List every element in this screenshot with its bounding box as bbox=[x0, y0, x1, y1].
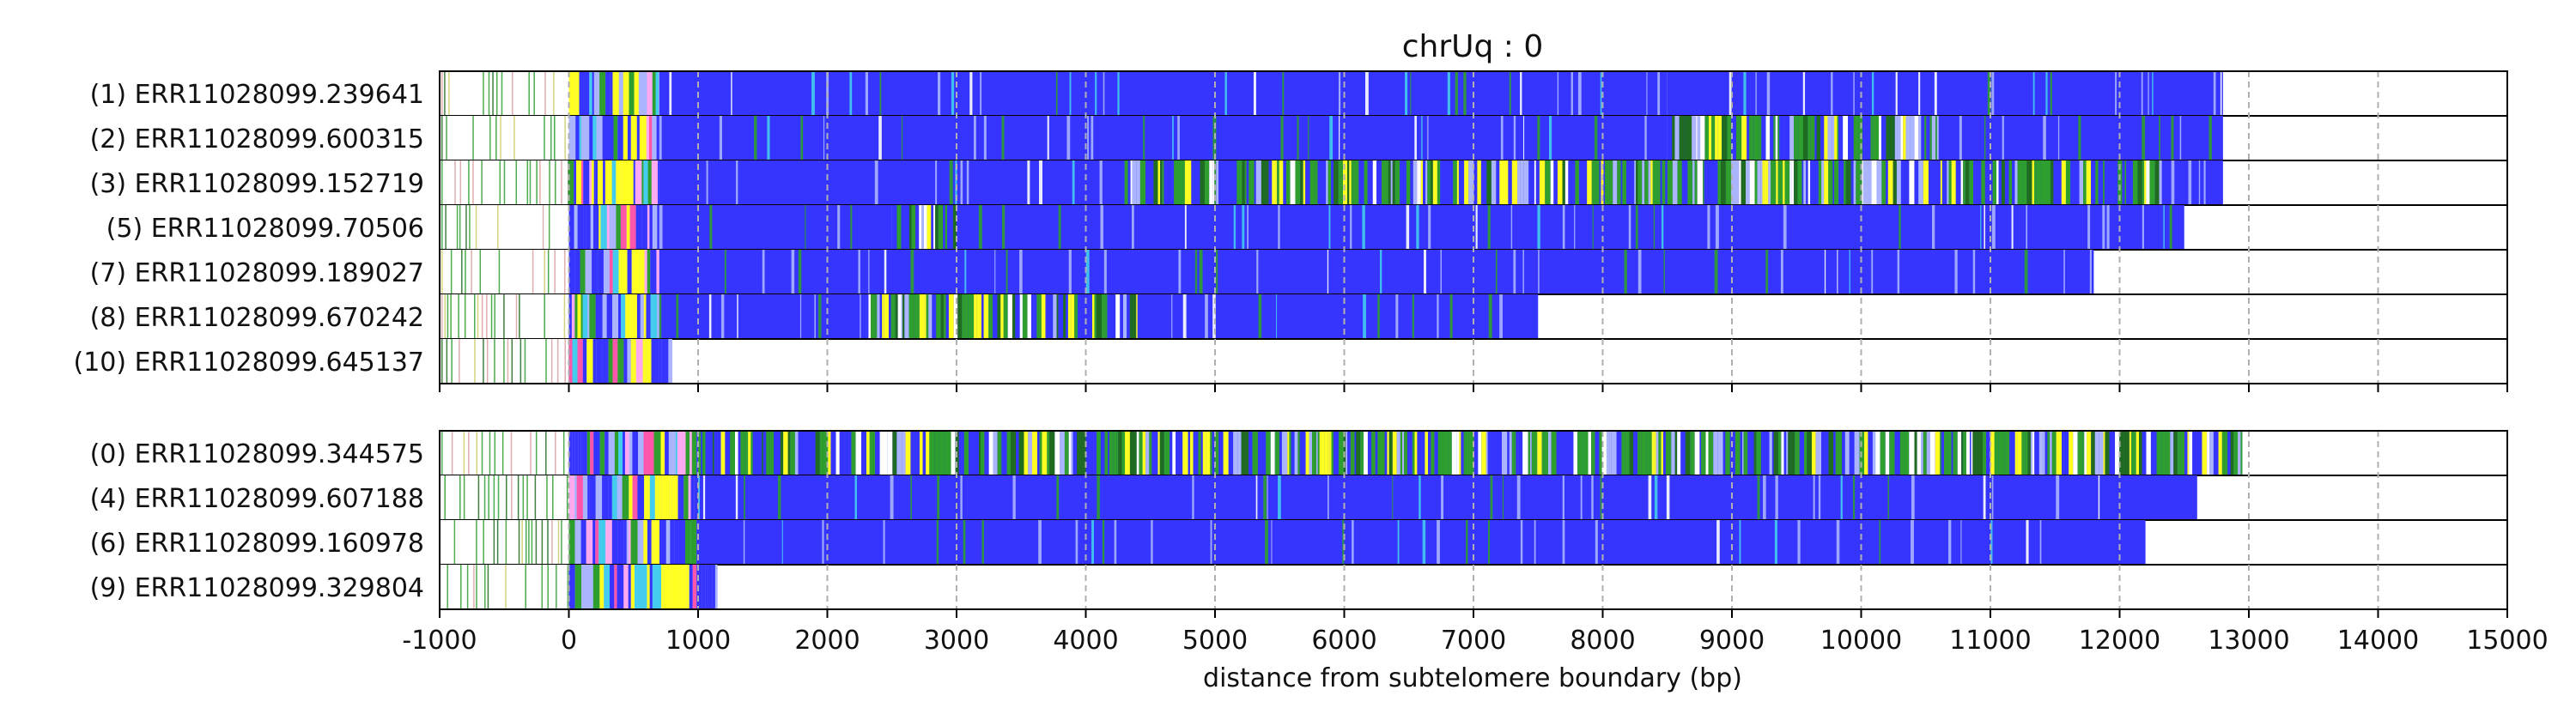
read-segment bbox=[659, 116, 1668, 160]
read-segment bbox=[440, 339, 570, 384]
read-segment bbox=[698, 520, 2146, 565]
read-row: (6) ERR11028099.160978 bbox=[90, 520, 2507, 566]
read-segment bbox=[568, 520, 698, 565]
read-segment bbox=[659, 160, 1125, 205]
read-row: (10) ERR11028099.645137 bbox=[73, 339, 2507, 384]
read-segment bbox=[440, 205, 569, 250]
read-label: (1) ERR11028099.239641 bbox=[90, 80, 424, 110]
tick-label: 15000 bbox=[2466, 626, 2548, 656]
read-segment bbox=[568, 160, 659, 205]
read-segment bbox=[891, 205, 957, 250]
panel-1: (0) ERR11028099.344575 (4) ERR11028099.60… bbox=[90, 430, 2508, 610]
read-row: (1) ERR11028099.239641 bbox=[90, 71, 2507, 117]
read-segment bbox=[2171, 160, 2223, 205]
read-segment bbox=[1938, 116, 2223, 160]
read-label: (5) ERR11028099.70506 bbox=[106, 214, 424, 244]
read-segment bbox=[659, 71, 1668, 116]
read-segment bbox=[568, 294, 659, 339]
tick-label: 7000 bbox=[1441, 626, 1506, 656]
tick-label: -1000 bbox=[402, 626, 477, 656]
read-segment bbox=[568, 250, 659, 294]
read-segment bbox=[698, 475, 2197, 520]
tick-label: 1000 bbox=[665, 626, 731, 656]
read-segment bbox=[1124, 160, 2172, 205]
read-segment bbox=[568, 339, 672, 384]
read-row: (5) ERR11028099.70506 bbox=[106, 205, 2507, 251]
read-segment bbox=[1667, 71, 2223, 116]
read-label: (9) ERR11028099.329804 bbox=[90, 573, 424, 603]
tick-label: 13000 bbox=[2208, 626, 2289, 656]
read-segment bbox=[440, 431, 569, 475]
read-row: (2) ERR11028099.600315 bbox=[90, 116, 2507, 161]
tick-label: 2000 bbox=[794, 626, 860, 656]
read-label: (3) ERR11028099.152719 bbox=[90, 169, 424, 199]
read-segment bbox=[698, 431, 2243, 475]
tick-label: 4000 bbox=[1053, 626, 1118, 656]
tick-label: 11000 bbox=[1949, 626, 2031, 656]
read-row: (9) ERR11028099.329804 bbox=[90, 565, 2507, 610]
tick-label: 10000 bbox=[1820, 626, 1902, 656]
panels: (1) ERR11028099.239641 (2) ERR11028099.60… bbox=[73, 70, 2508, 610]
tick-label: 6000 bbox=[1311, 626, 1376, 656]
read-row: (7) ERR11028099.189027 bbox=[90, 250, 2507, 295]
read-segment bbox=[568, 116, 659, 160]
read-segment bbox=[568, 565, 718, 609]
read-segment bbox=[440, 520, 569, 565]
tick-label: 8000 bbox=[1570, 626, 1635, 656]
read-label: (0) ERR11028099.344575 bbox=[90, 439, 424, 469]
read-segment bbox=[659, 205, 892, 250]
tick-label: 14000 bbox=[2337, 626, 2419, 656]
read-segment bbox=[440, 71, 569, 116]
chart-title: chrUq : 0 bbox=[1402, 29, 1544, 64]
read-segment bbox=[440, 565, 569, 609]
panel-0: (1) ERR11028099.239641 (2) ERR11028099.60… bbox=[73, 70, 2508, 384]
tick-label: 3000 bbox=[924, 626, 989, 656]
read-segment bbox=[568, 71, 659, 116]
read-row: (0) ERR11028099.344575 bbox=[90, 431, 2507, 476]
x-axis: -1000 0 1000 2000 3000 4000 5000 6000 7000 8000 90… bbox=[402, 384, 2549, 656]
read-row: (3) ERR11028099.152719 bbox=[90, 160, 2507, 206]
read-label: (2) ERR11028099.600315 bbox=[90, 124, 424, 154]
tick-label: 5000 bbox=[1182, 626, 1248, 656]
read-segment bbox=[866, 294, 1138, 339]
tick-label: 12000 bbox=[2079, 626, 2160, 656]
read-label: (6) ERR11028099.160978 bbox=[90, 529, 424, 559]
read-label: (10) ERR11028099.645137 bbox=[73, 348, 424, 378]
x-axis-label: distance from subtelomere boundary (bp) bbox=[1203, 663, 1742, 693]
read-segment bbox=[440, 250, 569, 294]
read-segment bbox=[1137, 294, 1539, 339]
read-segment bbox=[568, 205, 659, 250]
read-segment bbox=[1667, 116, 1939, 160]
read-label: (8) ERR11028099.670242 bbox=[90, 303, 424, 333]
read-segment bbox=[440, 475, 569, 520]
read-segment bbox=[659, 250, 2094, 294]
read-segment bbox=[568, 431, 698, 475]
read-segment bbox=[568, 475, 698, 520]
read-segment bbox=[440, 160, 569, 205]
tick-label: 9000 bbox=[1699, 626, 1765, 656]
read-segment bbox=[440, 294, 569, 339]
read-row: (4) ERR11028099.607188 bbox=[90, 475, 2507, 521]
read-label: (4) ERR11028099.607188 bbox=[90, 484, 424, 514]
tick-label: 0 bbox=[561, 626, 577, 656]
read-segment bbox=[659, 294, 866, 339]
read-label: (7) ERR11028099.189027 bbox=[90, 258, 424, 288]
read-segment bbox=[957, 205, 2184, 250]
read-segment bbox=[440, 116, 569, 160]
read-row: (8) ERR11028099.670242 bbox=[90, 294, 2507, 340]
